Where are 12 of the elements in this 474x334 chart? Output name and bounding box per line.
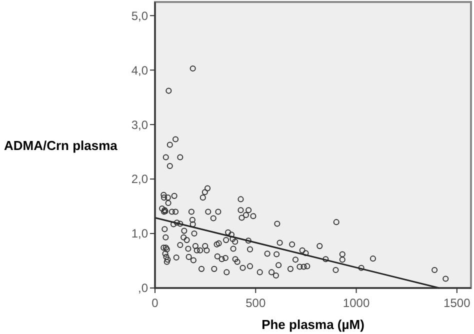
y-tick-label: 1,0 [131, 226, 148, 241]
y-tick-label: ,0 [138, 281, 148, 296]
x-tick-label: 500 [246, 296, 266, 310]
y-tick-label: 2,0 [131, 172, 148, 186]
x-tick-label: 1000 [342, 296, 370, 310]
y-tick-label: 3,0 [131, 118, 148, 132]
y-tick-label: 5,0 [131, 8, 148, 23]
x-tick-label: 1500 [444, 296, 471, 310]
x-axis-title: Phe plasma (µM) [262, 317, 364, 332]
y-axis-title: ADMA/Crn plasma [4, 138, 118, 153]
y-tick-label: 4,0 [131, 63, 148, 78]
x-tick-label: 0 [152, 296, 159, 310]
